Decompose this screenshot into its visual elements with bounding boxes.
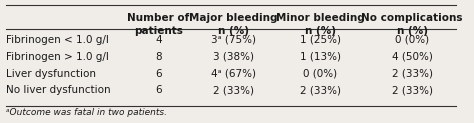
Text: 0 (0%): 0 (0%) xyxy=(395,35,429,45)
Text: 1 (13%): 1 (13%) xyxy=(300,52,341,62)
Text: 4: 4 xyxy=(155,35,162,45)
Text: 8: 8 xyxy=(155,52,162,62)
Text: 2 (33%): 2 (33%) xyxy=(392,85,433,95)
Text: Liver dysfunction: Liver dysfunction xyxy=(6,69,96,78)
Text: 4 (50%): 4 (50%) xyxy=(392,52,433,62)
Text: 2 (33%): 2 (33%) xyxy=(213,85,254,95)
Text: No liver dysfunction: No liver dysfunction xyxy=(6,85,110,95)
Text: ᵃOutcome was fatal in two patients.: ᵃOutcome was fatal in two patients. xyxy=(6,108,167,117)
Text: Fibrinogen < 1.0 g/l: Fibrinogen < 1.0 g/l xyxy=(6,35,109,45)
Text: No complications
n (%): No complications n (%) xyxy=(362,13,463,36)
Text: Major bleeding
n (%): Major bleeding n (%) xyxy=(189,13,278,36)
Text: 2 (33%): 2 (33%) xyxy=(392,69,433,78)
Text: 6: 6 xyxy=(155,85,162,95)
Text: Fibrinogen > 1.0 g/l: Fibrinogen > 1.0 g/l xyxy=(6,52,109,62)
Text: 2 (33%): 2 (33%) xyxy=(300,85,341,95)
Text: Minor bleeding
n (%): Minor bleeding n (%) xyxy=(276,13,365,36)
Text: 3 (38%): 3 (38%) xyxy=(213,52,254,62)
Text: 4ᵃ (67%): 4ᵃ (67%) xyxy=(211,69,256,78)
Text: Number of
patients: Number of patients xyxy=(128,13,190,36)
Text: 3ᵃ (75%): 3ᵃ (75%) xyxy=(211,35,256,45)
Text: 6: 6 xyxy=(155,69,162,78)
Text: 0 (0%): 0 (0%) xyxy=(303,69,337,78)
Text: 1 (25%): 1 (25%) xyxy=(300,35,341,45)
